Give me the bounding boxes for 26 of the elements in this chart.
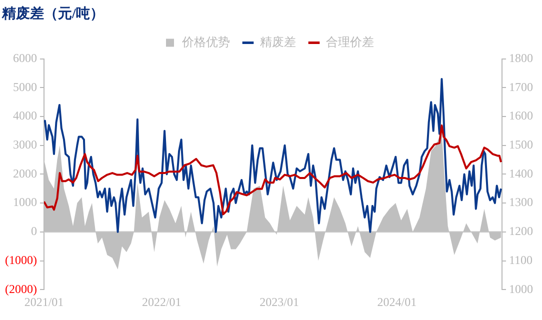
y2-tick-label: 1500: [509, 138, 533, 152]
y-tick-label: 0: [30, 224, 37, 238]
legend-label: 合理价差: [326, 34, 374, 49]
y2-tick-label: 1200: [509, 224, 533, 238]
y-tick-label: 3000: [12, 138, 37, 152]
y-tick-label: 5000: [12, 80, 37, 94]
y2-tick-label: 1100: [509, 252, 533, 267]
y-tick-label: 1000: [12, 195, 37, 210]
x-tick-label: 2021/01: [24, 294, 64, 309]
y-tick-label: (1000): [4, 252, 37, 267]
y2-tick-label: 1600: [509, 108, 533, 123]
y-tick-label: 4000: [12, 108, 37, 123]
chart-title: 精废差（元/吨）: [1, 5, 104, 22]
x-tick-label: 2022/01: [142, 294, 182, 309]
y2-tick-label: 1800: [509, 50, 533, 65]
x-tick-label: 2023/01: [260, 294, 299, 309]
y-tick-label: 6000: [12, 50, 37, 65]
legend-label: 精废差: [260, 34, 296, 49]
y-tick-label: (2000): [4, 282, 37, 296]
y-tick-label: 2000: [12, 166, 37, 180]
y2-tick-label: 1700: [509, 80, 533, 94]
x-tick-label: 2024/01: [377, 294, 417, 309]
legend-label: 价格优势: [181, 34, 230, 49]
y2-tick-label: 1400: [509, 166, 533, 180]
y2-tick-label: 1000: [509, 282, 533, 296]
y2-tick-label: 1300: [509, 195, 533, 210]
